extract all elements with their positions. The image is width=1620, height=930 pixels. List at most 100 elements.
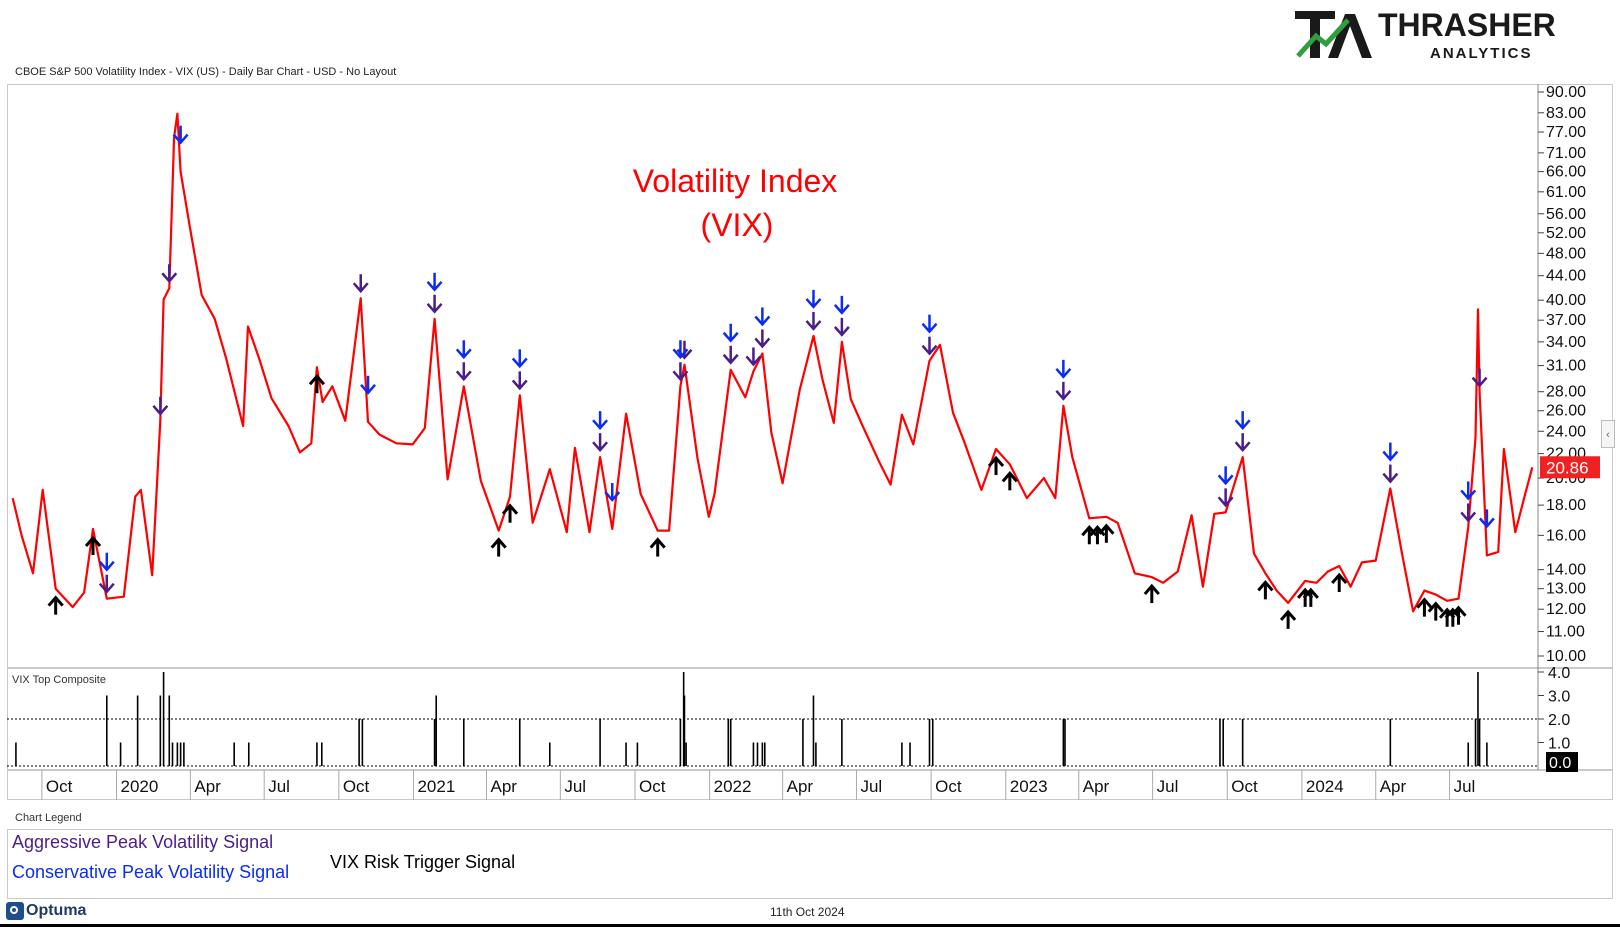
conservative-signal-arrow bbox=[833, 295, 850, 315]
x-tick-label: Apr bbox=[1083, 777, 1110, 796]
collapse-panel-button[interactable]: ‹ bbox=[1601, 420, 1615, 448]
aggressive-signal-arrow-head bbox=[152, 404, 169, 416]
aggressive-signal-arrow bbox=[1460, 503, 1477, 523]
conservative-signal-arrow-head bbox=[604, 491, 621, 502]
conservative-signal-arrow-head bbox=[1055, 368, 1072, 379]
risk-trigger-arrow-head bbox=[1331, 572, 1348, 584]
chart-header-title: CBOE S&P 500 Volatility Index - VIX (US)… bbox=[15, 66, 397, 78]
conservative-signal-arrow-head bbox=[1234, 419, 1251, 431]
aggressive-signal-arrow-head bbox=[1382, 472, 1399, 484]
x-tick-label: Apr bbox=[787, 777, 814, 796]
conservative-signal-arrow-head bbox=[1478, 517, 1495, 529]
aggressive-signal-arrow bbox=[592, 433, 609, 453]
y-tick-label: 77.00 bbox=[1546, 124, 1586, 141]
optuma-label: Optuma bbox=[26, 902, 87, 919]
legend-aggressive: Aggressive Peak Volatility Signal bbox=[12, 832, 274, 852]
aggressive-signal-arrow bbox=[98, 574, 115, 594]
conservative-signal-arrow-head bbox=[833, 304, 850, 315]
risk-trigger-arrow bbox=[308, 373, 326, 394]
x-tick-label: 2020 bbox=[121, 777, 159, 796]
aggressive-signal-arrow bbox=[455, 362, 472, 382]
y-tick-label: 37.00 bbox=[1546, 312, 1586, 329]
y-tick-label: 40.00 bbox=[1546, 292, 1586, 309]
risk-trigger-arrow-head bbox=[1098, 523, 1115, 535]
logo-line2: ANALYTICS bbox=[1430, 45, 1532, 62]
conservative-signal-arrow-head bbox=[98, 560, 115, 572]
ta-logo-mark bbox=[1295, 11, 1372, 58]
conservative-signal-arrow-head bbox=[921, 322, 938, 334]
conservative-signal-arrow bbox=[98, 552, 115, 572]
aggressive-signal-arrow-head bbox=[805, 320, 822, 331]
composite-tick-label: 3.0 bbox=[1548, 689, 1570, 706]
x-tick-label: Apr bbox=[194, 777, 221, 796]
aggressive-signal-arrow-head bbox=[592, 441, 609, 453]
chart-title: Volatility Index bbox=[633, 163, 838, 199]
risk-trigger-arrow bbox=[1001, 471, 1018, 491]
x-tick-label: 2021 bbox=[417, 777, 455, 796]
aggressive-signal-arrow bbox=[672, 362, 689, 382]
aggressive-signal-arrow bbox=[152, 396, 169, 416]
y-tick-label: 11.00 bbox=[1546, 624, 1585, 641]
conservative-signal-arrow bbox=[360, 375, 376, 395]
aggressive-signal-arrow bbox=[722, 345, 739, 365]
risk-trigger-arrow bbox=[1143, 583, 1160, 604]
risk-trigger-arrow-head bbox=[1450, 605, 1467, 617]
risk-trigger-arrow-head bbox=[47, 595, 64, 607]
x-tick-label: Oct bbox=[46, 777, 73, 796]
conservative-signal-arrow-head bbox=[672, 348, 689, 360]
conservative-signal-arrow-head bbox=[172, 133, 189, 145]
date-axis-panel bbox=[7, 770, 1613, 800]
x-tick-label: Jul bbox=[268, 777, 290, 796]
logo-line1: THRASHER bbox=[1378, 7, 1556, 43]
risk-trigger-arrow bbox=[649, 537, 666, 557]
y-tick-label: 44.00 bbox=[1546, 268, 1586, 285]
x-tick-label: 2022 bbox=[714, 777, 752, 796]
aggressive-signal-arrow bbox=[805, 311, 822, 331]
conservative-signal-arrow bbox=[1234, 411, 1251, 431]
legend-heading: Chart Legend bbox=[15, 812, 82, 824]
conservative-signal-arrow bbox=[805, 289, 822, 309]
legend-conservative: Conservative Peak Volatility Signal bbox=[12, 862, 290, 882]
risk-trigger-arrow-head bbox=[1001, 471, 1018, 483]
conservative-signal-arrow bbox=[722, 323, 739, 343]
risk-trigger-arrow-head bbox=[987, 455, 1005, 467]
footer-date: 11th Oct 2024 bbox=[770, 905, 845, 919]
y-tick-label: 12.00 bbox=[1546, 601, 1586, 618]
x-tick-label: Jul bbox=[564, 777, 586, 796]
y-tick-label: 66.00 bbox=[1546, 164, 1586, 181]
aggressive-signal-arrow bbox=[921, 336, 938, 356]
chart-subtitle: (VIX) bbox=[701, 207, 774, 243]
conservative-signal-arrow bbox=[511, 349, 528, 369]
risk-trigger-arrow-head bbox=[1143, 583, 1160, 596]
aggressive-signal-arrow-head bbox=[1234, 441, 1251, 453]
x-tick-label: Jul bbox=[1454, 777, 1476, 796]
chart-legend bbox=[7, 829, 1613, 899]
y-tick-label: 10.00 bbox=[1546, 648, 1586, 665]
risk-trigger-arrow-head bbox=[1427, 601, 1444, 613]
aggressive-signal-arrow-head bbox=[352, 282, 369, 294]
conservative-signal-arrow-head bbox=[360, 384, 376, 395]
y-tick-label: 48.00 bbox=[1546, 245, 1586, 262]
price-panel bbox=[7, 84, 1613, 668]
conservative-signal-arrow-head bbox=[805, 298, 822, 309]
aggressive-signal-arrow bbox=[1234, 433, 1251, 453]
conservative-signal-arrow-head bbox=[1460, 489, 1477, 501]
risk-trigger-arrow bbox=[987, 455, 1005, 475]
conservative-signal-arrow-head bbox=[592, 419, 609, 431]
aggressive-signal-arrow-head bbox=[161, 272, 178, 284]
aggressive-signal-arrow bbox=[1471, 368, 1488, 388]
y-tick-label: 18.00 bbox=[1546, 497, 1586, 514]
y-tick-label: 16.00 bbox=[1546, 527, 1586, 544]
risk-trigger-arrow-head bbox=[490, 537, 507, 549]
risk-trigger-arrow bbox=[1331, 572, 1348, 592]
aggressive-signal-arrow-head bbox=[426, 302, 443, 314]
conservative-signal-arrow bbox=[592, 411, 609, 431]
y-tick-label: 28.00 bbox=[1546, 384, 1586, 401]
y-tick-label: 24.00 bbox=[1546, 423, 1586, 440]
conservative-signal-arrow-head bbox=[455, 348, 472, 360]
legend-risk: VIX Risk Trigger Signal bbox=[330, 852, 516, 872]
risk-trigger-arrow-head bbox=[649, 537, 666, 549]
aggressive-signal-arrow-head bbox=[672, 370, 689, 382]
last-value-label: 20.86 bbox=[1546, 458, 1589, 477]
